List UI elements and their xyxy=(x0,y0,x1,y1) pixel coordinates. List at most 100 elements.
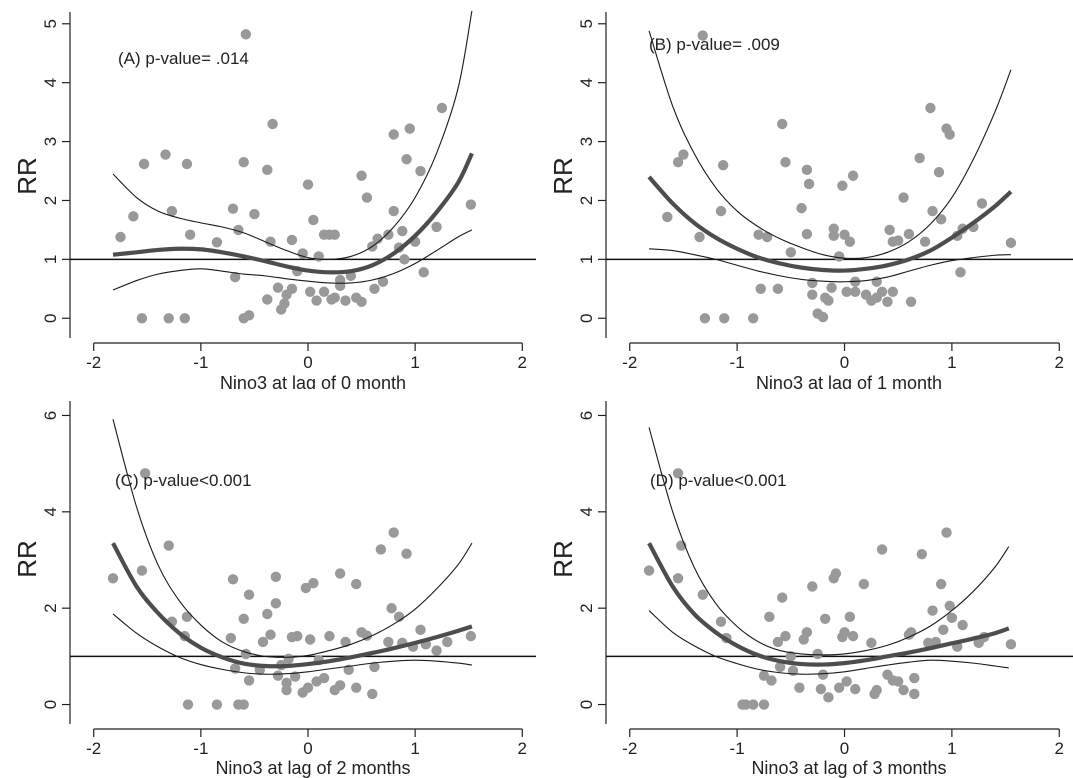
data-point xyxy=(361,630,373,641)
data-point xyxy=(115,231,126,243)
x-tick-label: -2 xyxy=(86,353,101,372)
data-point xyxy=(866,637,877,649)
y-axis-title: RR xyxy=(12,540,42,578)
data-point xyxy=(243,675,255,686)
y-tick-label: 5 xyxy=(577,19,596,28)
data-point xyxy=(841,286,852,297)
data-point xyxy=(833,251,845,262)
data-point xyxy=(884,224,895,236)
data-point xyxy=(817,669,829,680)
data-point xyxy=(442,636,453,648)
data-point xyxy=(356,170,367,181)
data-point xyxy=(837,180,848,191)
data-point xyxy=(431,645,442,656)
data-point xyxy=(404,123,415,134)
data-point xyxy=(847,630,859,642)
data-point xyxy=(227,203,239,214)
data-point xyxy=(892,676,904,687)
x-tick-label: 2 xyxy=(1055,739,1064,758)
data-point xyxy=(1005,639,1017,650)
data-point xyxy=(772,636,784,648)
data-point xyxy=(240,29,252,40)
data-point xyxy=(828,230,839,242)
data-point xyxy=(672,156,684,168)
data-point xyxy=(397,225,408,237)
data-point xyxy=(238,156,249,168)
data-point xyxy=(128,211,139,222)
x-tick-label: -1 xyxy=(730,353,745,372)
y-tick-label: 4 xyxy=(41,78,60,87)
data-point xyxy=(340,636,351,648)
y-tick-label: 1 xyxy=(41,255,60,264)
data-point xyxy=(764,611,775,623)
data-point xyxy=(270,598,282,609)
data-point xyxy=(823,295,834,306)
x-tick-label: 0 xyxy=(303,739,312,758)
data-point xyxy=(844,611,856,623)
panel-c: Nino3 at lag of 2 months RR -2 -1 0 1 2 0 2 4 6 (… xyxy=(12,401,536,778)
ci-lower-line xyxy=(112,229,473,291)
data-point xyxy=(643,565,655,576)
data-point xyxy=(946,612,958,624)
data-point xyxy=(265,236,276,247)
data-point xyxy=(431,221,442,233)
data-point xyxy=(976,198,988,209)
data-point xyxy=(369,283,380,295)
data-point xyxy=(882,296,893,307)
data-point xyxy=(753,229,764,240)
data-point xyxy=(740,699,751,710)
data-point xyxy=(386,602,397,614)
data-point xyxy=(957,619,968,631)
data-point xyxy=(243,589,255,600)
data-point xyxy=(927,205,938,217)
y-tick-label: 3 xyxy=(41,137,60,146)
y-tick-label: 1 xyxy=(577,255,596,264)
data-point xyxy=(238,613,249,624)
y-tick-label: 6 xyxy=(577,411,596,420)
data-point xyxy=(138,158,150,170)
data-point xyxy=(415,624,426,636)
x-axis-title: Nino3 at lag of 0 month xyxy=(220,373,406,389)
fitted-curve xyxy=(111,542,473,669)
fitted-curve xyxy=(112,152,474,275)
x-tick-label: 1 xyxy=(410,353,419,372)
data-point xyxy=(766,675,777,686)
data-point xyxy=(318,672,330,684)
panel-a: Nino3 at lag of 0 month RR -2 -1 0 1 2 0 1 2 3 4 5… xyxy=(12,10,536,389)
data-point xyxy=(281,677,292,689)
data-point xyxy=(812,648,823,660)
data-point xyxy=(308,577,319,589)
data-point xyxy=(283,653,294,664)
data-point xyxy=(163,313,174,324)
data-point xyxy=(343,664,354,676)
y-tick-label: 4 xyxy=(577,78,596,87)
data-point xyxy=(279,298,290,309)
data-point xyxy=(401,548,412,559)
data-point xyxy=(919,236,931,247)
x-tick-label: 2 xyxy=(518,739,527,758)
data-point xyxy=(383,229,394,240)
data-point xyxy=(715,616,727,627)
data-point xyxy=(847,170,859,181)
data-point xyxy=(334,568,346,579)
data-point xyxy=(340,295,351,306)
data-point xyxy=(823,692,834,703)
data-point xyxy=(313,251,324,262)
data-point xyxy=(181,611,193,623)
data-point xyxy=(286,283,298,295)
x-tick-label: 1 xyxy=(947,353,956,372)
data-point xyxy=(324,630,335,642)
data-point xyxy=(356,296,367,307)
data-point xyxy=(262,608,273,620)
data-point xyxy=(388,527,399,538)
data-point xyxy=(719,313,730,324)
x-tick-label: 2 xyxy=(518,353,527,372)
ci-lower-line xyxy=(112,613,473,675)
data-point xyxy=(211,237,223,248)
data-point xyxy=(697,589,708,600)
data-point xyxy=(311,295,322,306)
data-point xyxy=(262,294,273,305)
data-point xyxy=(465,630,477,642)
x-tick-label: 0 xyxy=(840,739,849,758)
x-tick-label: -2 xyxy=(86,739,101,758)
